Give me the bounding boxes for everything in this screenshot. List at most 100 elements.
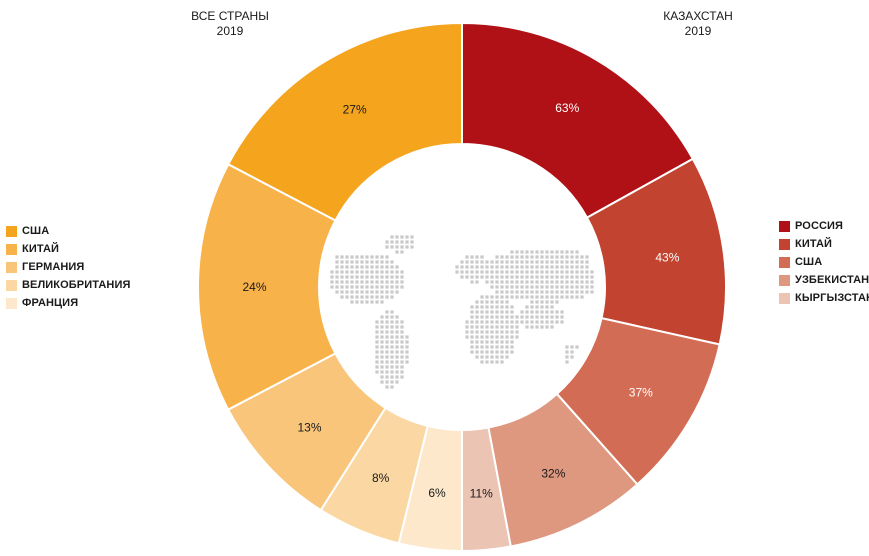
map-dot	[510, 290, 514, 294]
map-dot	[495, 290, 499, 294]
map-dot	[555, 255, 559, 259]
map-dot	[395, 265, 399, 269]
map-dot	[485, 320, 489, 324]
map-dot	[375, 350, 379, 354]
map-dot	[350, 270, 354, 274]
map-dot	[400, 270, 404, 274]
legend-item: ФРАНЦИЯ	[6, 294, 130, 312]
map-dot	[530, 310, 534, 314]
map-dot	[380, 260, 384, 264]
map-dot	[585, 255, 589, 259]
map-dot	[510, 320, 514, 324]
map-dot	[395, 270, 399, 274]
slice-all-0	[226, 21, 463, 222]
map-dot	[345, 260, 349, 264]
map-dot	[580, 255, 584, 259]
legend-item: КЫРГЫЗСТАН	[779, 289, 869, 307]
map-dot	[345, 255, 349, 259]
map-dot	[480, 360, 484, 364]
map-dot	[535, 320, 539, 324]
map-dot	[355, 295, 359, 299]
map-dot	[405, 345, 409, 349]
map-dot	[480, 335, 484, 339]
map-dot	[510, 305, 514, 309]
legend-label: КИТАЙ	[22, 243, 59, 255]
legend-all-countries: США КИТАЙ ГЕРМАНИЯ ВЕЛИКОБРИТАНИЯ ФРАНЦИ…	[6, 222, 130, 312]
map-dot	[365, 265, 369, 269]
map-dot	[385, 310, 389, 314]
map-dot	[515, 290, 519, 294]
map-dot	[380, 330, 384, 334]
map-dot	[390, 245, 394, 249]
map-dot	[475, 260, 479, 264]
map-dot	[370, 285, 374, 289]
map-dot	[570, 355, 574, 359]
map-dot	[505, 335, 509, 339]
map-dot	[460, 275, 464, 279]
map-dot	[485, 325, 489, 329]
map-dot	[355, 285, 359, 289]
map-dot	[545, 295, 549, 299]
map-dot	[495, 355, 499, 359]
map-dot	[535, 325, 539, 329]
map-dot	[340, 255, 344, 259]
map-dot	[400, 320, 404, 324]
map-dot	[540, 270, 544, 274]
map-dot	[400, 325, 404, 329]
map-dot	[470, 320, 474, 324]
map-dot	[350, 285, 354, 289]
map-dot	[555, 290, 559, 294]
map-dot	[510, 345, 514, 349]
map-dot	[370, 290, 374, 294]
map-dot	[485, 330, 489, 334]
map-dot	[385, 255, 389, 259]
map-dot	[530, 260, 534, 264]
map-dot	[375, 365, 379, 369]
map-dot	[550, 260, 554, 264]
map-dot	[550, 255, 554, 259]
map-dot	[365, 300, 369, 304]
map-dot	[475, 255, 479, 259]
map-dot	[475, 280, 479, 284]
map-dot	[380, 270, 384, 274]
map-dot	[335, 275, 339, 279]
map-dot	[375, 345, 379, 349]
map-dot	[400, 330, 404, 334]
map-dot	[530, 320, 534, 324]
map-dot	[575, 285, 579, 289]
map-dot	[550, 285, 554, 289]
map-dot	[350, 280, 354, 284]
map-dot	[500, 335, 504, 339]
map-dot	[490, 280, 494, 284]
map-dot	[490, 300, 494, 304]
map-dot	[395, 375, 399, 379]
map-dot	[395, 290, 399, 294]
map-dot	[515, 325, 519, 329]
map-dot	[515, 275, 519, 279]
map-dot	[530, 285, 534, 289]
map-dot	[375, 360, 379, 364]
map-dot	[535, 255, 539, 259]
map-dot	[380, 280, 384, 284]
map-dot	[385, 320, 389, 324]
map-dot	[500, 295, 504, 299]
map-dot	[515, 315, 519, 319]
map-dot	[525, 275, 529, 279]
map-dot	[390, 280, 394, 284]
map-dot	[370, 300, 374, 304]
map-dot	[515, 260, 519, 264]
map-dot	[510, 350, 514, 354]
map-dot	[560, 320, 564, 324]
map-dot	[495, 340, 499, 344]
map-dot	[380, 375, 384, 379]
map-dot	[495, 335, 499, 339]
map-dot	[505, 310, 509, 314]
map-dot	[400, 235, 404, 239]
map-dot	[560, 270, 564, 274]
map-dot	[370, 275, 374, 279]
map-dot	[360, 255, 364, 259]
map-dot	[400, 275, 404, 279]
map-dot	[505, 315, 509, 319]
map-dot	[520, 315, 524, 319]
map-dot	[485, 265, 489, 269]
